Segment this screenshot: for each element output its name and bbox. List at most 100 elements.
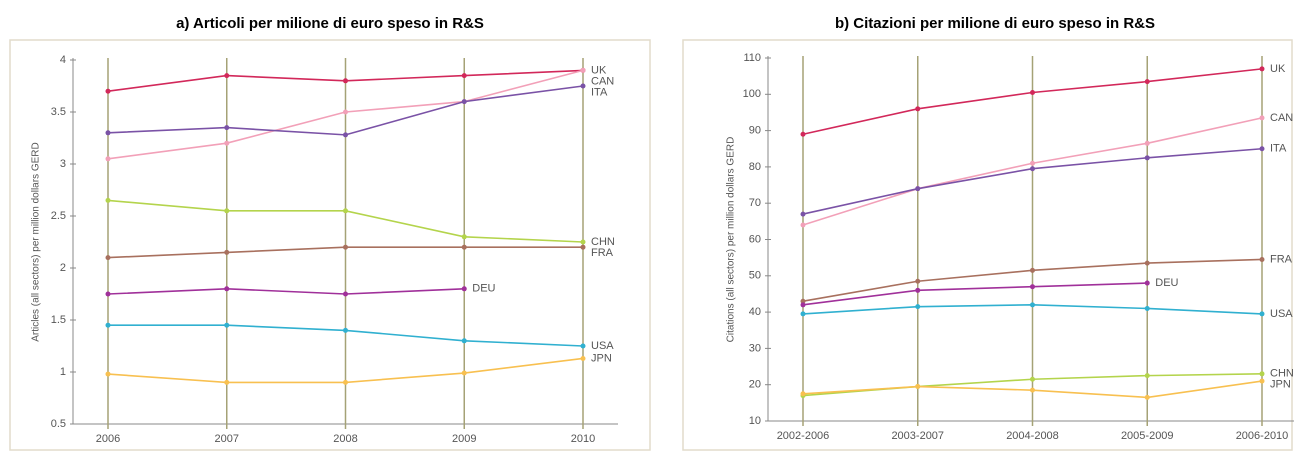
point: [915, 384, 921, 390]
point: [343, 244, 348, 250]
point: [343, 78, 348, 84]
point: [224, 140, 230, 146]
point: [1144, 394, 1150, 400]
point: [580, 355, 586, 361]
point: [1259, 311, 1265, 317]
point: [1144, 140, 1150, 146]
point: [800, 311, 806, 317]
point: [461, 234, 467, 240]
point: [343, 291, 348, 297]
point: [1259, 146, 1265, 152]
point: [915, 287, 921, 293]
point: [461, 244, 467, 250]
point: [224, 379, 230, 385]
point: [461, 286, 467, 292]
y-tick-label: 2: [60, 262, 66, 274]
y-tick-label: 1: [60, 366, 66, 378]
y-tick-label: 40: [749, 306, 761, 318]
point: [915, 106, 921, 112]
point: [580, 67, 586, 73]
y-tick-label: 20: [749, 379, 761, 391]
point: [105, 255, 111, 261]
x-tick-label: 2004-2008: [1006, 430, 1059, 442]
series-line: [802, 282, 1148, 306]
y-tick-label: 80: [749, 161, 761, 173]
point: [224, 286, 230, 292]
point: [1259, 378, 1265, 384]
point: [800, 298, 806, 304]
point: [1144, 79, 1150, 85]
y-tick-label: 30: [749, 342, 761, 354]
point: [343, 327, 348, 333]
point: [800, 131, 806, 137]
point: [1030, 376, 1035, 382]
point: [461, 338, 467, 344]
point: [224, 249, 230, 255]
y-tick-label: 90: [749, 125, 761, 137]
x-tick-label: 2009: [452, 433, 476, 445]
point: [343, 208, 348, 214]
y-tick-label: 50: [749, 270, 761, 282]
y-tick-label: 1.5: [51, 314, 66, 326]
series-label: FRA: [1270, 253, 1293, 265]
series-line: [107, 287, 465, 295]
y-tick-label: 0.5: [51, 418, 66, 430]
y-axis-title: Articles (all sectors) per million dolla…: [31, 142, 42, 342]
point: [580, 343, 586, 349]
point: [1259, 256, 1265, 262]
point: [105, 322, 111, 328]
series-label: DEU: [472, 283, 495, 295]
series-label: CHN: [591, 236, 615, 248]
point: [1030, 387, 1035, 393]
point: [105, 291, 111, 297]
series-label: ITA: [1270, 143, 1287, 155]
point: [105, 130, 111, 136]
point: [1030, 160, 1035, 166]
series-label: ITA: [591, 86, 608, 98]
point: [800, 391, 806, 397]
point: [1259, 115, 1265, 121]
point: [224, 125, 230, 131]
point: [1030, 166, 1035, 172]
series-label: USA: [591, 340, 614, 352]
point: [915, 278, 921, 284]
point: [461, 73, 467, 79]
y-axis-title: Citations (all sectors) per million doll…: [726, 137, 737, 343]
point: [1144, 155, 1150, 161]
point: [915, 186, 921, 192]
chart-title: a) Articoli per milione di euro speso in…: [176, 15, 484, 32]
point: [224, 208, 230, 214]
series-label: JPN: [591, 352, 612, 364]
point: [1144, 280, 1150, 286]
series-label: CHN: [1270, 368, 1294, 380]
series-label: UK: [591, 64, 607, 76]
series-label: JPN: [1270, 379, 1291, 391]
point: [343, 379, 348, 385]
x-tick-label: 2007: [215, 433, 239, 445]
series-label: FRA: [591, 247, 614, 259]
point: [105, 197, 111, 203]
y-tick-label: 4: [60, 54, 66, 66]
chart-title: b) Citazioni per milione di euro speso i…: [835, 15, 1155, 32]
point: [580, 244, 586, 250]
y-tick-label: 10: [749, 415, 761, 427]
point: [461, 99, 467, 105]
point: [580, 83, 586, 89]
x-tick-label: 2006: [96, 433, 120, 445]
point: [1030, 284, 1035, 290]
y-tick-label: 60: [749, 233, 761, 245]
series-label: UK: [1270, 63, 1286, 75]
point: [580, 239, 586, 245]
point: [105, 156, 111, 162]
point: [1030, 89, 1035, 95]
y-tick-label: 110: [743, 52, 761, 64]
panel-frame: [9, 39, 651, 451]
point: [915, 304, 921, 310]
y-tick-label: 70: [749, 197, 761, 209]
point: [1030, 302, 1035, 308]
point: [343, 109, 348, 115]
point: [1259, 66, 1265, 72]
point: [224, 322, 230, 328]
